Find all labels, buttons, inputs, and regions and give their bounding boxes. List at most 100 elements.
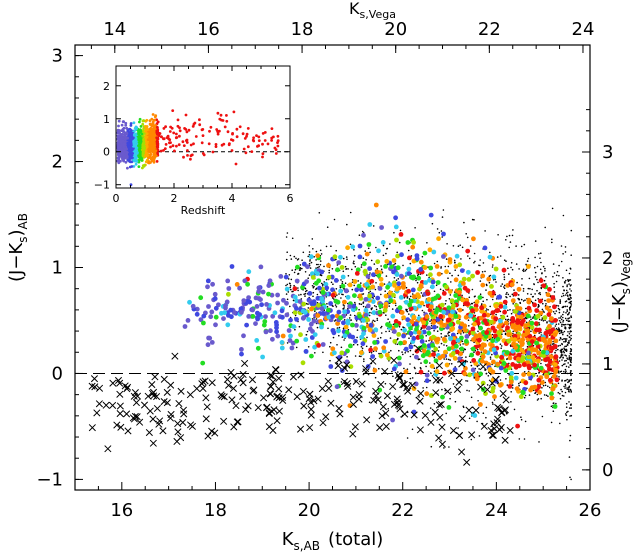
faint-source-dot: [299, 264, 302, 266]
star-cross-marker: [325, 384, 333, 392]
galaxy-point: [549, 391, 554, 397]
faint-source-dot: [473, 295, 476, 298]
galaxy-point: [284, 286, 290, 292]
galaxy-point: [182, 324, 188, 329]
faint-source-dot: [400, 328, 403, 331]
star-cross-marker: [344, 382, 352, 390]
galaxy-point: [521, 362, 527, 367]
inset-galaxy-point: [235, 127, 239, 131]
faint-source-dot: [493, 399, 496, 401]
faint-source-dot: [561, 295, 563, 298]
faint-source-dot: [445, 258, 448, 260]
galaxy-point: [501, 361, 507, 366]
galaxy-point: [544, 305, 550, 311]
faint-source-dot: [565, 319, 568, 322]
faint-source-dot: [560, 315, 562, 318]
galaxy-point: [498, 318, 503, 324]
galaxy-point: [315, 295, 321, 301]
star-cross-marker: [116, 410, 124, 418]
galaxy-point: [361, 318, 366, 323]
faint-source-dot: [389, 243, 391, 245]
faint-source-dot: [478, 368, 480, 370]
faint-source-dot: [569, 339, 572, 341]
faint-source-dot: [362, 293, 365, 295]
faint-source-dot: [346, 258, 348, 261]
star-cross-marker: [148, 381, 156, 389]
galaxy-point: [480, 282, 486, 288]
galaxy-point: [498, 365, 504, 371]
galaxy-point: [505, 325, 510, 331]
galaxy-point: [279, 308, 285, 314]
star-cross-marker: [417, 389, 425, 397]
faint-source-dot: [388, 321, 391, 323]
faint-source-dot: [399, 229, 402, 232]
galaxy-point: [382, 308, 388, 313]
faint-source-dot: [301, 259, 303, 262]
faint-source-dot: [488, 338, 491, 341]
faint-source-dot: [562, 350, 565, 353]
faint-source-dot: [457, 361, 459, 363]
galaxy-point: [350, 334, 356, 340]
faint-source-dot: [530, 318, 532, 321]
galaxy-point: [367, 293, 373, 299]
faint-source-dot: [542, 310, 544, 312]
galaxy-point: [378, 303, 384, 309]
faint-source-dot: [567, 381, 569, 384]
faint-source-dot: [448, 298, 451, 300]
faint-source-dot: [558, 264, 560, 267]
faint-source-dot: [374, 288, 377, 291]
faint-source-dot: [289, 282, 291, 285]
faint-source-dot: [534, 256, 536, 259]
star-cross-marker: [174, 428, 182, 436]
faint-source-dot: [476, 371, 479, 373]
galaxy-point: [357, 313, 363, 319]
faint-source-dot: [568, 283, 570, 285]
star-cross-marker: [133, 392, 142, 400]
star-cross-marker: [436, 376, 444, 384]
galaxy-point: [547, 377, 553, 383]
star-cross-marker: [349, 400, 357, 409]
galaxy-point: [361, 261, 367, 267]
galaxy-point: [440, 394, 445, 400]
inset-galaxy-point: [201, 127, 205, 131]
galaxy-point: [495, 361, 501, 367]
galaxy-point: [544, 374, 550, 380]
faint-source-dot: [311, 238, 314, 240]
inset-galaxy-point: [169, 125, 173, 129]
faint-source-dot: [510, 401, 512, 403]
star-cross-marker: [237, 376, 245, 384]
star-cross-marker: [132, 399, 141, 407]
star-cross-marker: [239, 379, 247, 387]
faint-source-dot: [343, 305, 346, 307]
faint-source-dot: [454, 400, 457, 403]
galaxy-point: [244, 322, 250, 328]
faint-source-dot: [557, 323, 560, 325]
galaxy-point: [492, 333, 498, 339]
galaxy-point: [435, 293, 441, 299]
inset-galaxy-point: [202, 153, 206, 157]
galaxy-point: [415, 335, 421, 340]
galaxy-point: [457, 262, 463, 268]
inset-galaxy-point: [257, 144, 260, 148]
galaxy-point: [205, 284, 210, 290]
galaxy-point: [190, 303, 196, 309]
galaxy-point: [262, 319, 268, 324]
faint-source-dot: [375, 246, 377, 249]
faint-source-dot: [286, 298, 289, 301]
faint-source-dot: [563, 347, 565, 350]
faint-source-dot: [396, 408, 398, 410]
star-cross-marker: [376, 424, 384, 432]
faint-source-dot: [565, 359, 567, 362]
galaxy-point: [502, 309, 507, 315]
faint-source-dot: [566, 418, 568, 421]
galaxy-point: [470, 330, 476, 336]
galaxy-point: [290, 340, 296, 346]
galaxy-point: [490, 338, 495, 344]
galaxy-point: [538, 365, 544, 371]
inset-galaxy-point: [153, 156, 157, 160]
faint-source-dot: [429, 407, 432, 409]
galaxy-point: [509, 370, 515, 376]
star-cross-marker: [217, 391, 225, 399]
faint-source-dot: [463, 348, 466, 350]
faint-source-dot: [342, 308, 344, 310]
